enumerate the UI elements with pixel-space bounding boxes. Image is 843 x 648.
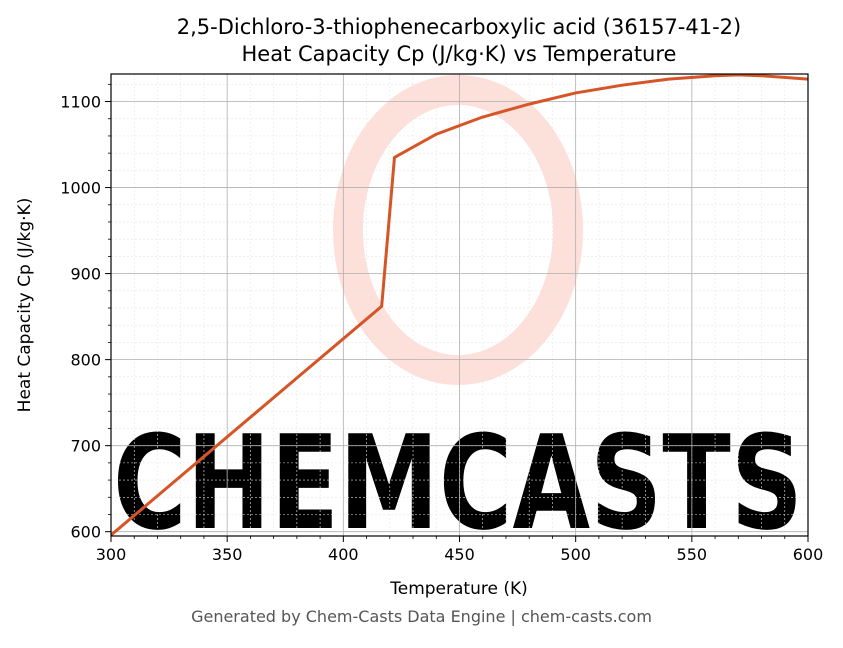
y-axis-label: Heat Capacity Cp (J/kg·K) <box>15 198 35 413</box>
y-tick-label: 800 <box>70 351 101 370</box>
watermark: CHEMCASTS <box>113 75 803 559</box>
x-tick-label: 350 <box>212 545 243 564</box>
axis-ticks: 300 350 400 450 500 550 600 600 700 800 900 1000 110… <box>60 83 824 564</box>
x-tick-label: 500 <box>560 545 591 564</box>
watermark-logo-c <box>333 75 583 385</box>
watermark-text: CHEMCASTS <box>113 407 803 559</box>
y-tick-label: 600 <box>70 523 101 542</box>
x-axis-label: Temperature (K) <box>389 579 528 599</box>
y-tick-label: 1000 <box>60 179 101 198</box>
x-tick-label: 400 <box>328 545 359 564</box>
x-tick-label: 450 <box>444 545 475 564</box>
chart-subtitle: Heat Capacity Cp (J/kg·K) vs Temperature <box>242 42 677 66</box>
y-tick-label: 1100 <box>60 93 101 112</box>
chart-title: 2,5-Dichloro-3-thiophenecarboxylic acid … <box>177 15 741 39</box>
series-line-0 <box>111 74 808 536</box>
y-tick-label: 900 <box>70 265 101 284</box>
y-tick-label: 700 <box>70 437 101 456</box>
x-tick-label: 300 <box>96 545 127 564</box>
major-grid <box>110 74 809 536</box>
footer-credit: Generated by Chem-Casts Data Engine | ch… <box>191 607 652 626</box>
series-layer <box>111 74 808 536</box>
x-tick-label: 600 <box>793 545 824 564</box>
x-tick-label: 550 <box>677 545 708 564</box>
